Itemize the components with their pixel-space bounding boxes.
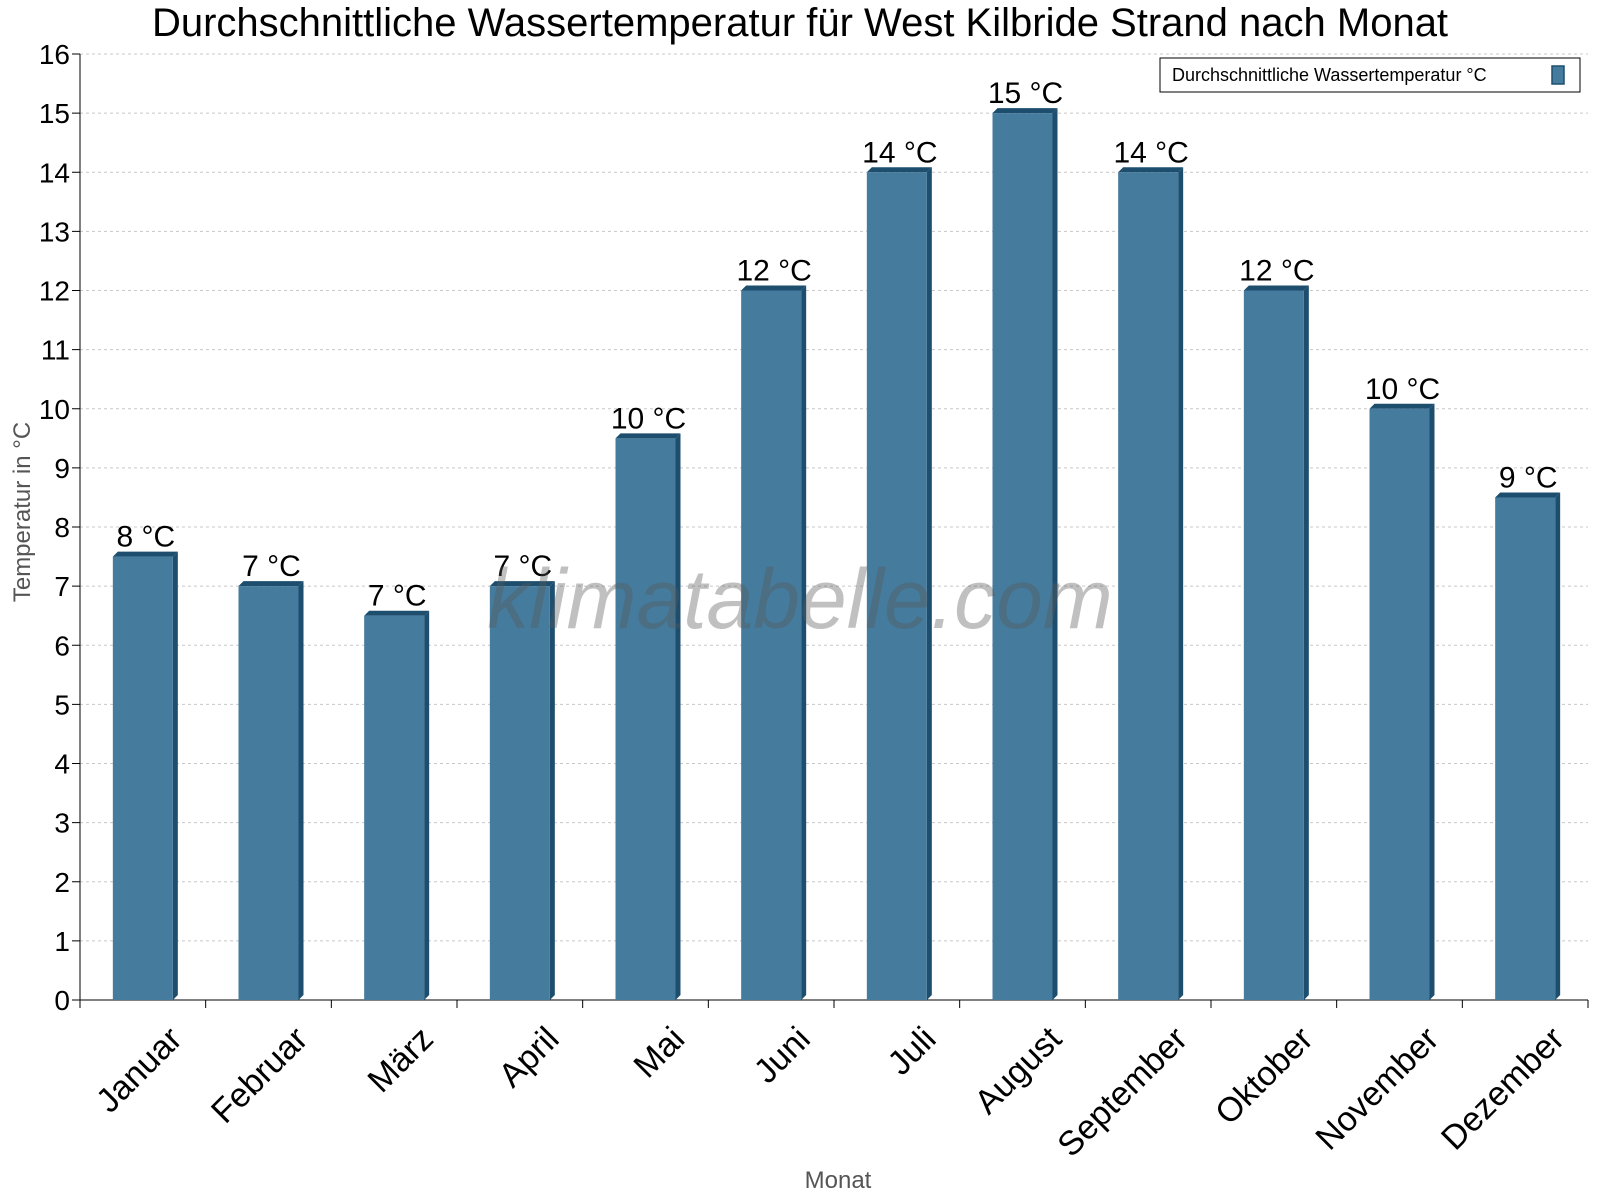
bar (364, 615, 425, 1000)
data-label: 8 °C (116, 521, 175, 554)
data-label: 10 °C (611, 402, 686, 435)
x-tick-label: Januar (89, 1020, 189, 1120)
y-axis-label: Temperatur in °C (9, 422, 36, 602)
bar (1118, 172, 1179, 1000)
bar-side (1052, 108, 1058, 1000)
x-axis-ticks: Januar Februar März April Mai Juni Juli AugustS… (79, 1000, 1589, 1164)
y-tick-label: 7 (54, 571, 70, 602)
data-label: 7 °C (493, 550, 552, 583)
bar (1495, 497, 1556, 1000)
bar-top (866, 167, 932, 173)
y-tick-label: 0 (54, 985, 70, 1016)
y-tick-label: 12 (39, 276, 70, 307)
bar-top (1118, 167, 1184, 173)
x-tick-label: März (360, 1020, 440, 1100)
y-tick-label: 8 (54, 512, 70, 543)
bar-side (172, 551, 178, 1000)
legend-series-label: Durchschnittliche Wassertemperatur °C (1172, 65, 1487, 85)
x-tick-label: Februar (204, 1020, 315, 1131)
bar-top (1369, 403, 1435, 409)
x-tick-label: April (491, 1020, 566, 1095)
bar-side (926, 167, 932, 1000)
y-tick-label: 4 (54, 749, 70, 780)
bar-top (489, 581, 555, 587)
bar-side (424, 610, 430, 1000)
bars (112, 108, 1561, 1000)
bar-top (615, 433, 681, 439)
bar (615, 438, 676, 1000)
bar (238, 586, 299, 1000)
data-label: 14 °C (1113, 136, 1188, 169)
bar (489, 586, 550, 1000)
legend-box (1159, 57, 1581, 93)
x-tick-label: Dezember (1434, 1020, 1572, 1158)
bar-side (298, 581, 304, 1000)
data-label: 7 °C (242, 550, 301, 583)
y-tick-label: 13 (39, 216, 70, 247)
y-tick-label: 14 (39, 157, 70, 188)
x-tick-label: Juli (881, 1020, 944, 1083)
x-axis-label: Monat (805, 1167, 872, 1194)
axes (79, 54, 1588, 1001)
data-label: 14 °C (862, 136, 937, 169)
y-tick-label: 6 (54, 630, 70, 661)
bar-top (992, 108, 1058, 114)
x-tick-label: November (1308, 1020, 1446, 1158)
y-tick-label: 5 (54, 689, 70, 720)
bar (112, 556, 173, 1000)
data-label: 10 °C (1365, 373, 1440, 406)
bar-top (1243, 285, 1309, 291)
bar-side (801, 285, 807, 1000)
bar-top (741, 285, 807, 291)
data-labels: 8 °C 7 °C 7 °C 7 °C 10 °C 12 °C 14 °C 15 °C 14 °… (116, 77, 1557, 613)
bar-top (1495, 492, 1561, 498)
y-tick-label: 2 (54, 867, 70, 898)
y-tick-label: 9 (54, 453, 70, 484)
bar-side (1555, 492, 1561, 1000)
x-tick-label: Mai (627, 1020, 693, 1086)
bar-side (1429, 403, 1435, 1000)
bar (866, 172, 927, 1000)
watermark: klimatabelle.com (487, 552, 1113, 646)
legend: Durchschnittliche Wassertemperatur °C (1159, 57, 1581, 93)
bar-side (675, 433, 681, 1000)
y-tick-label: 11 (41, 335, 70, 366)
y-tick-label: 1 (54, 926, 70, 957)
bar-side (1303, 285, 1309, 1000)
bar (1243, 290, 1304, 1000)
bar-side (1178, 167, 1184, 1000)
y-tick-label: 3 (54, 808, 70, 839)
x-tick-label: Oktober (1208, 1020, 1320, 1132)
x-tick-label: August (967, 1019, 1069, 1121)
bar (992, 113, 1053, 1000)
x-tick-label: Juni (747, 1020, 818, 1091)
bar (1369, 408, 1430, 1000)
y-tick-label: 10 (39, 394, 70, 425)
data-label: 7 °C (368, 580, 427, 613)
legend-swatch (1551, 65, 1565, 85)
bar-top (364, 610, 430, 616)
data-label: 12 °C (1239, 255, 1314, 288)
bar-top (112, 551, 178, 557)
data-label: 15 °C (988, 77, 1063, 110)
data-label: 9 °C (1499, 461, 1558, 494)
y-tick-label: 16 (39, 39, 70, 70)
bar-top (238, 581, 304, 587)
grid-lines (80, 53, 1588, 942)
bar-side (549, 581, 555, 1000)
data-label: 12 °C (736, 255, 811, 288)
bar (741, 290, 802, 1000)
y-tick-label: 15 (39, 98, 70, 129)
chart-title: Durchschnittliche Wassertemperatur für W… (152, 1, 1448, 45)
x-tick-label: September (1050, 1020, 1194, 1164)
